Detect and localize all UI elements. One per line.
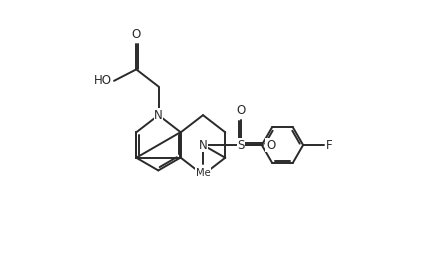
Text: O: O (236, 104, 245, 117)
Text: Me: Me (195, 168, 210, 178)
Text: N: N (198, 139, 207, 152)
Text: F: F (325, 139, 332, 152)
Text: S: S (237, 139, 244, 152)
Text: N: N (154, 109, 162, 122)
Text: O: O (131, 29, 141, 41)
Text: HO: HO (93, 74, 111, 87)
Text: O: O (265, 139, 274, 152)
